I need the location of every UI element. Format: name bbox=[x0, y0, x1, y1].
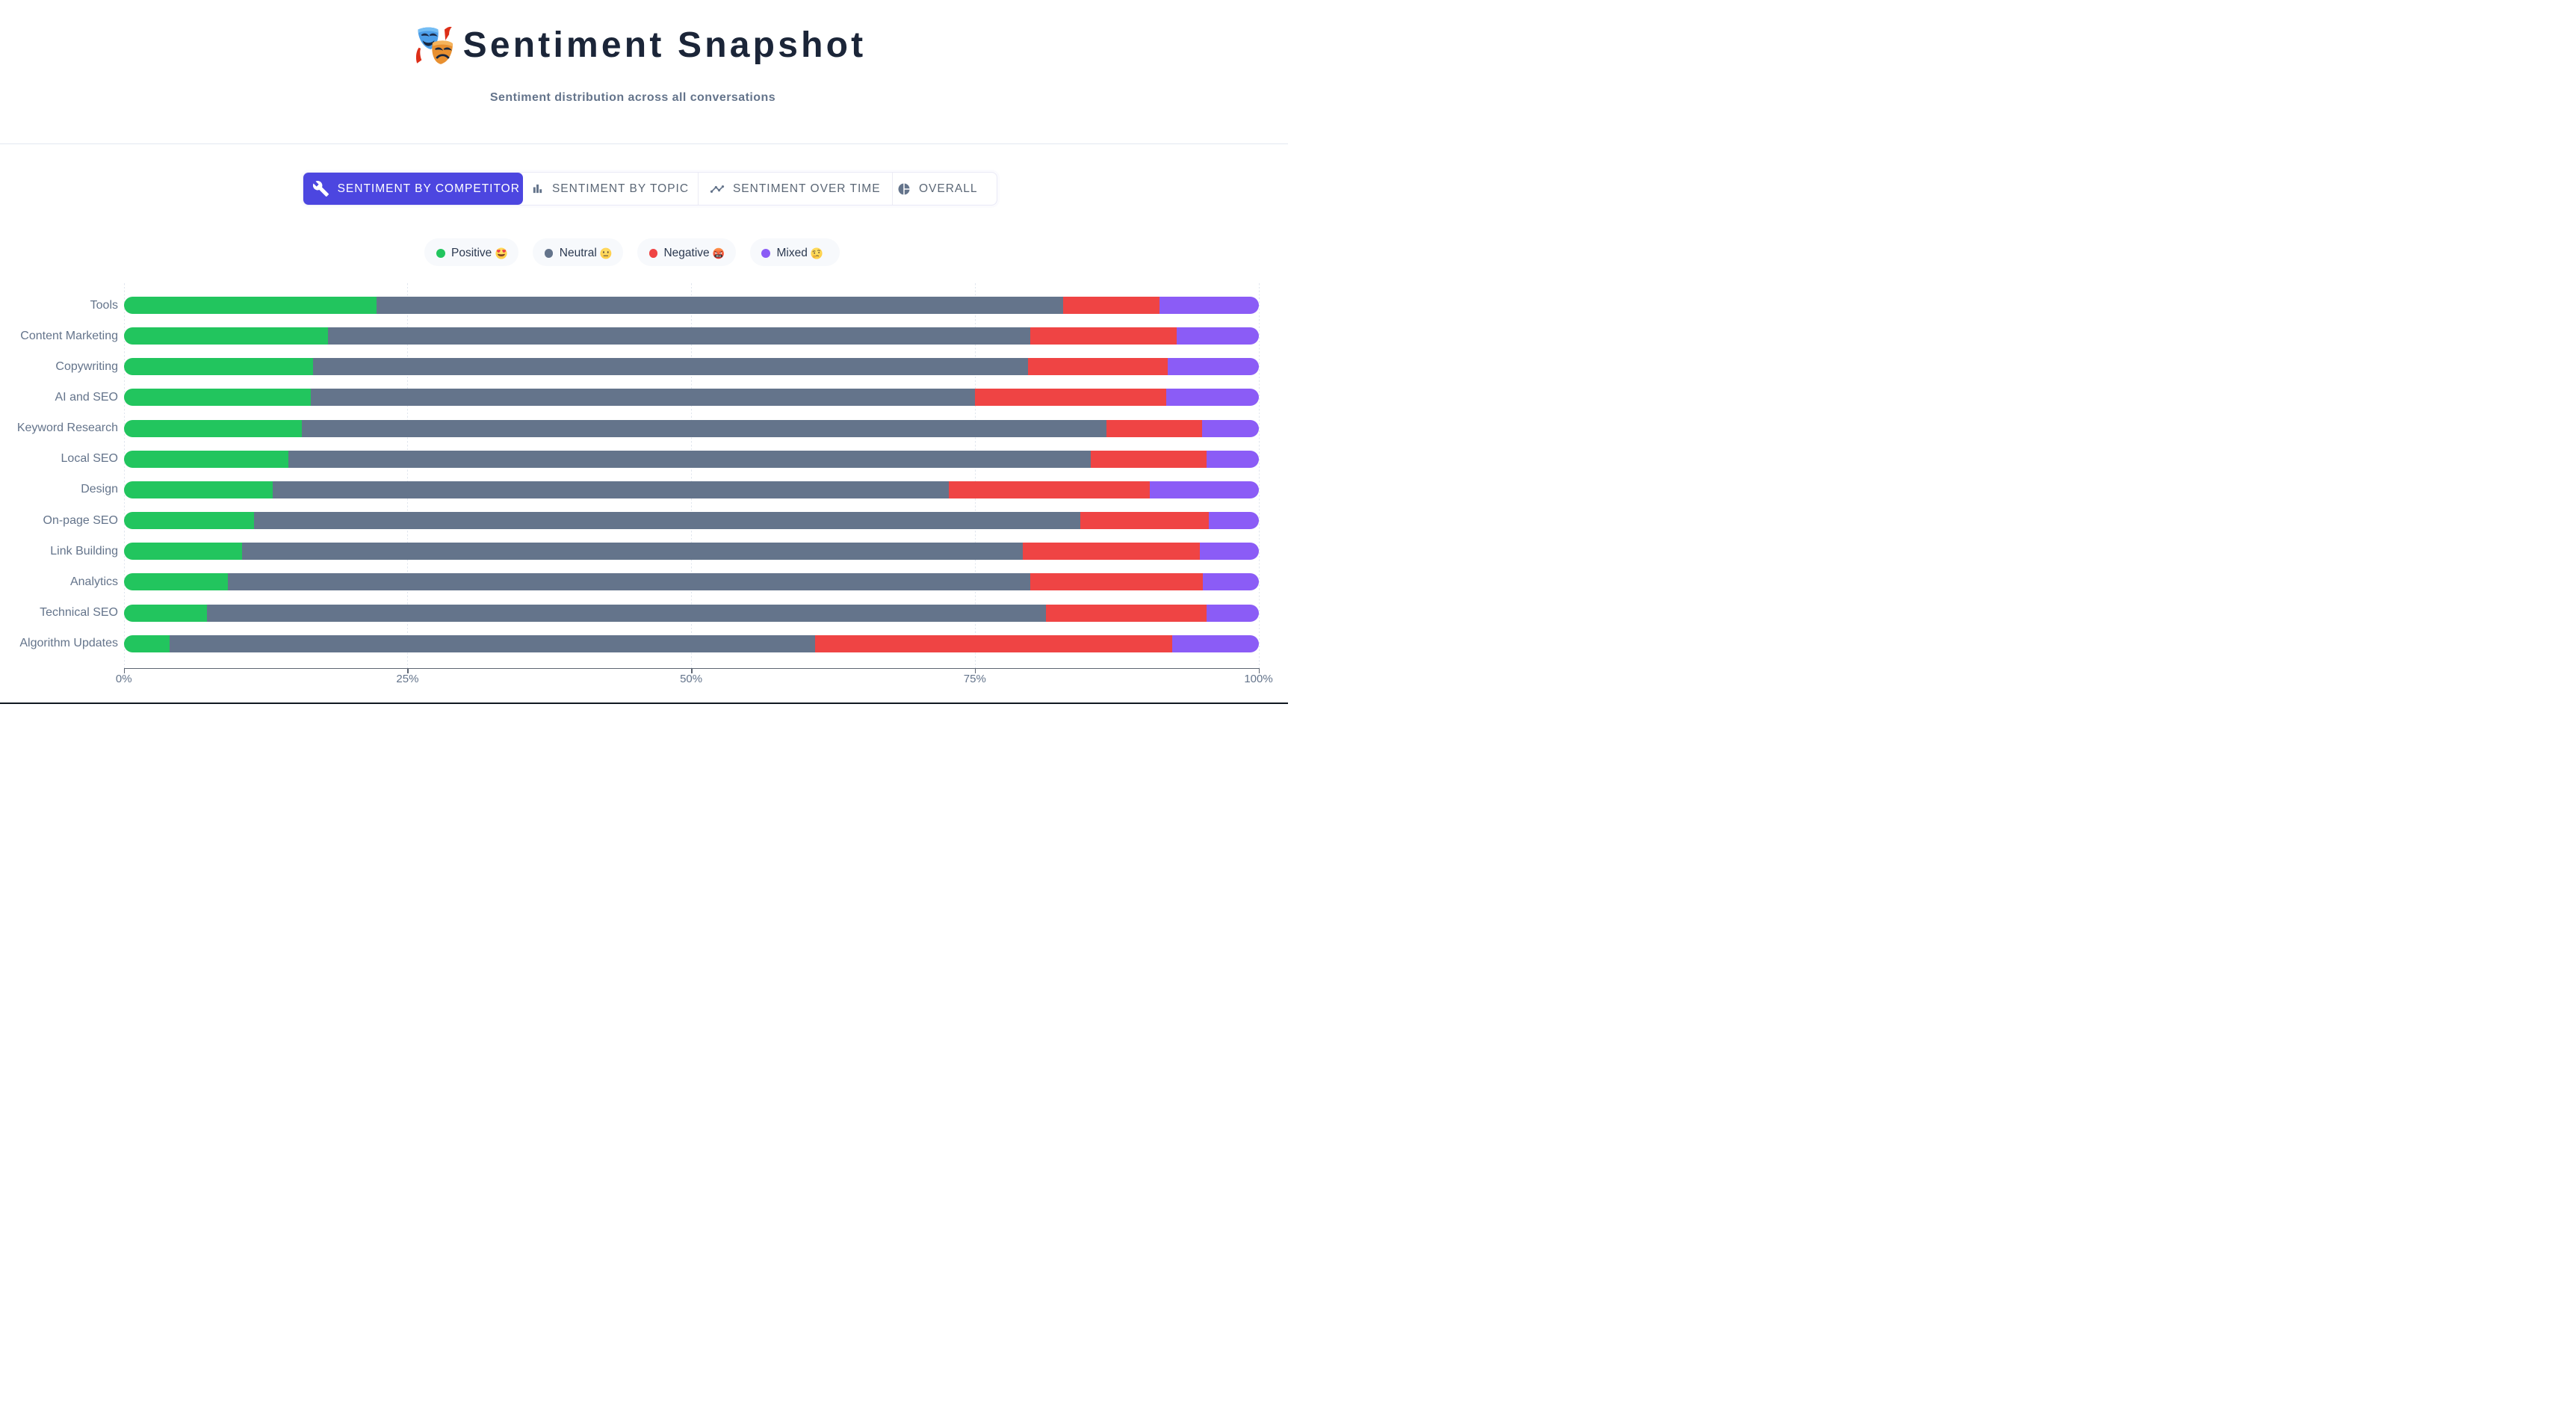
svg-text:#$!@: #$!@ bbox=[716, 255, 721, 258]
